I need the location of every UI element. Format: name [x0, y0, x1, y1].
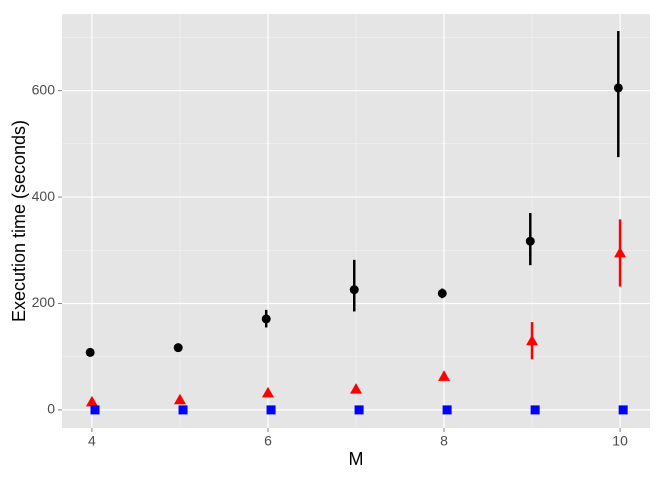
x-tick-label: 4 — [88, 433, 96, 449]
point — [85, 395, 98, 407]
point — [261, 386, 274, 398]
point — [530, 405, 540, 415]
point — [614, 246, 627, 258]
point — [618, 405, 628, 415]
point — [354, 405, 364, 415]
y-tick-label: 400 — [32, 188, 56, 204]
y-tick-label: 0 — [47, 401, 55, 417]
y-axis-label: Execution time (seconds) — [9, 120, 29, 322]
point — [613, 83, 623, 93]
point — [350, 383, 362, 394]
x-tick-label: 8 — [440, 433, 448, 449]
point — [178, 405, 188, 415]
point — [526, 334, 539, 346]
x-tick-label: 10 — [612, 433, 628, 449]
point — [349, 285, 359, 295]
point — [173, 393, 186, 405]
y-tick-label: 600 — [32, 81, 56, 97]
point — [437, 288, 447, 298]
point — [173, 343, 183, 353]
point — [261, 314, 271, 324]
point — [442, 405, 452, 415]
point — [85, 347, 95, 357]
point — [266, 405, 276, 415]
point — [525, 236, 535, 246]
point — [438, 370, 451, 381]
x-axis-label: M — [349, 449, 364, 469]
y-tick-label: 200 — [32, 294, 56, 310]
point — [90, 405, 100, 415]
x-tick-label: 6 — [264, 433, 272, 449]
